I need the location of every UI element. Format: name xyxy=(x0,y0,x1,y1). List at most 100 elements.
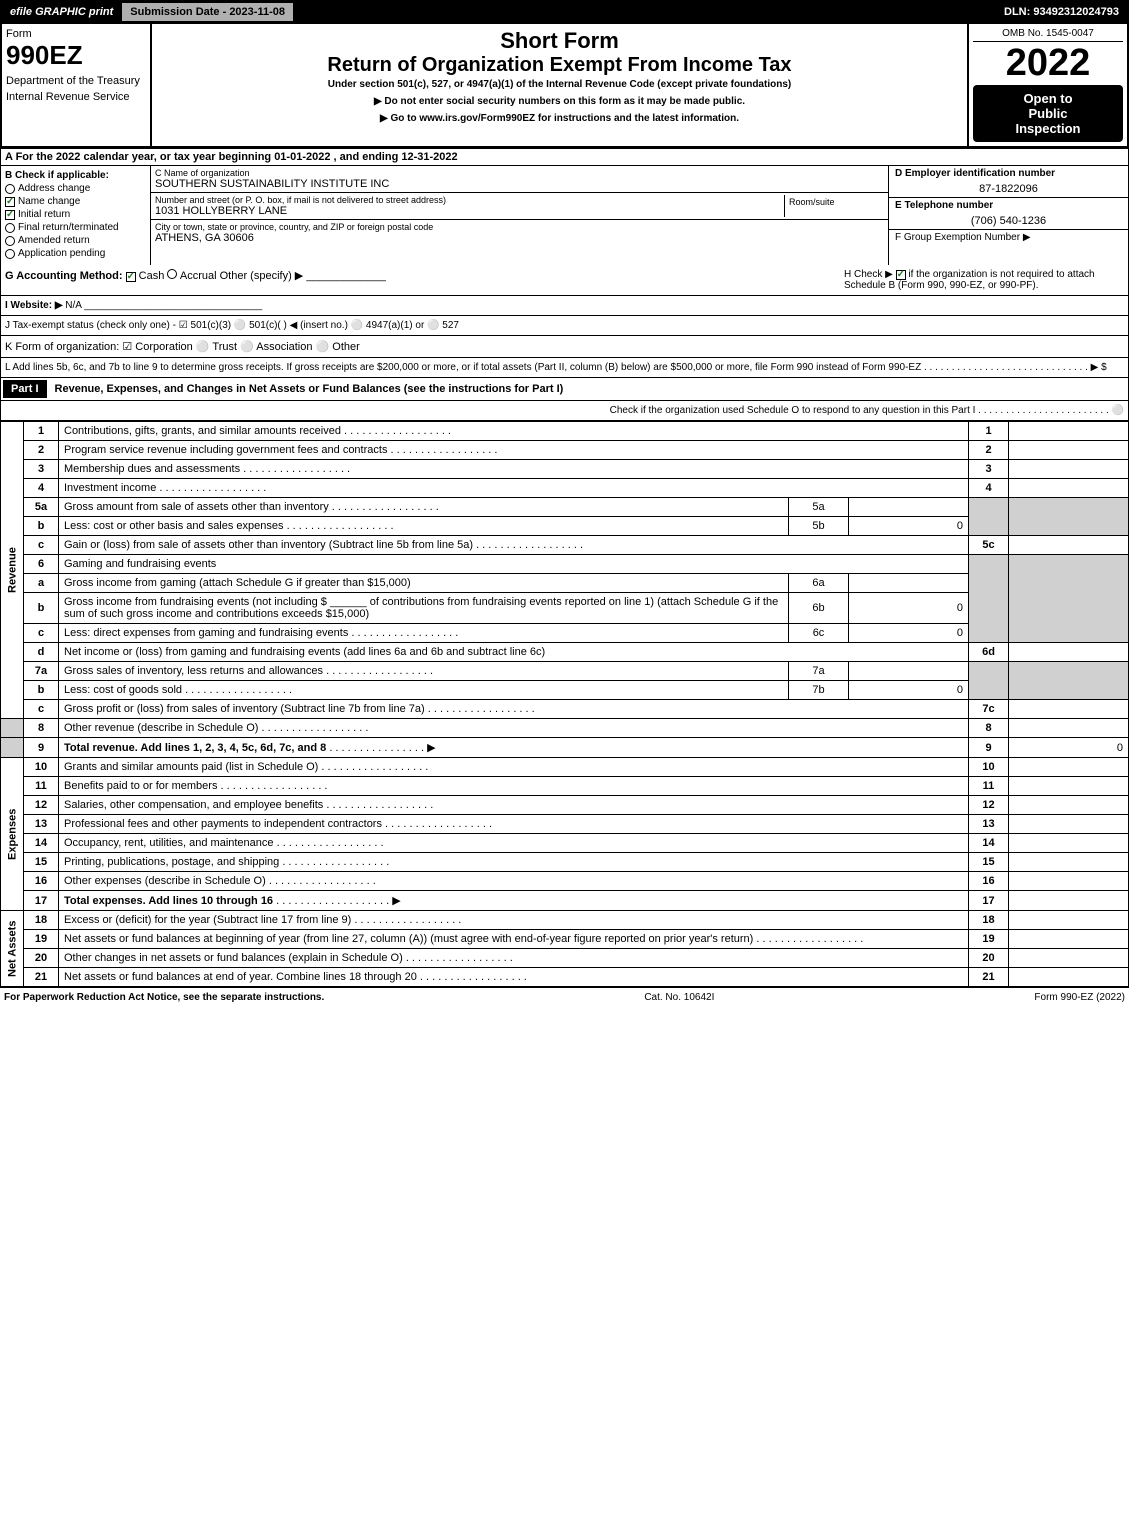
footer-left: For Paperwork Reduction Act Notice, see … xyxy=(4,992,324,1003)
footer-right: Form 990-EZ (2022) xyxy=(1034,992,1125,1003)
part-i-header: Part I Revenue, Expenses, and Changes in… xyxy=(0,378,1129,401)
line-7a: Gross sales of inventory, less returns a… xyxy=(59,662,789,681)
instr-ssn: ▶ Do not enter social security numbers o… xyxy=(156,96,963,107)
ein-label: D Employer identification number xyxy=(889,166,1128,181)
check-schedule-b[interactable] xyxy=(896,270,906,280)
room-suite-label: Room/suite xyxy=(784,195,884,217)
row-k: K Form of organization: ☑ Corporation ⚪ … xyxy=(0,336,1129,358)
label-address: Address change xyxy=(18,183,90,194)
check-address[interactable] xyxy=(5,184,15,194)
h-label: H Check ▶ xyxy=(844,269,893,280)
line-6c: Less: direct expenses from gaming and fu… xyxy=(59,624,789,643)
row-i: I Website: ▶ N/A _______________________… xyxy=(0,296,1129,316)
line-19: Net assets or fund balances at beginning… xyxy=(59,930,969,949)
accounting-label: G Accounting Method: xyxy=(5,270,123,282)
line-21: Net assets or fund balances at end of ye… xyxy=(59,968,969,987)
line-13: Professional fees and other payments to … xyxy=(59,815,969,834)
line-14: Occupancy, rent, utilities, and maintena… xyxy=(59,834,969,853)
netassets-vert-label: Net Assets xyxy=(1,911,24,987)
ein-value: 87-1822096 xyxy=(889,181,1128,198)
check-initial[interactable] xyxy=(5,210,15,220)
line-5a: Gross amount from sale of assets other t… xyxy=(59,498,789,517)
check-accrual[interactable] xyxy=(167,269,177,279)
line-16: Other expenses (describe in Schedule O) xyxy=(59,872,969,891)
line-5c: Gain or (loss) from sale of assets other… xyxy=(59,536,969,555)
check-pending[interactable] xyxy=(5,249,15,259)
section-a: A For the 2022 calendar year, or tax yea… xyxy=(0,148,1129,166)
org-city: ATHENS, GA 30606 xyxy=(155,232,884,244)
open-to-public: Open to Public Inspection xyxy=(973,85,1123,142)
submission-date: Submission Date - 2023-11-08 xyxy=(121,2,294,22)
addr-label: Number and street (or P. O. box, if mail… xyxy=(155,195,784,205)
line-2: Program service revenue including govern… xyxy=(59,441,969,460)
org-name: SOUTHERN SUSTAINABILITY INSTITUTE INC xyxy=(155,178,884,190)
check-cash[interactable] xyxy=(126,272,136,282)
section-d: D Employer identification number 87-1822… xyxy=(888,166,1128,265)
section-b: B Check if applicable: Address change Na… xyxy=(1,166,151,265)
revenue-vert-label: Revenue xyxy=(1,422,24,719)
revenue-table: Revenue 1Contributions, gifts, grants, a… xyxy=(0,421,1129,987)
line-7c: Gross profit or (loss) from sales of inv… xyxy=(59,700,969,719)
website-label: I Website: ▶ xyxy=(5,300,63,311)
label-initial: Initial return xyxy=(18,209,70,220)
top-bar: efile GRAPHIC print Submission Date - 20… xyxy=(0,0,1129,24)
info-grid: B Check if applicable: Address change Na… xyxy=(0,166,1129,265)
website-value: N/A xyxy=(65,300,81,311)
line-6d: Net income or (loss) from gaming and fun… xyxy=(59,643,969,662)
val-6b: 0 xyxy=(849,593,969,624)
line-17: Total expenses. Add lines 10 through 16 xyxy=(64,895,273,907)
form-label: Form xyxy=(6,28,146,40)
val-7b: 0 xyxy=(849,681,969,700)
phone-label: E Telephone number xyxy=(889,198,1128,213)
expenses-vert-label: Expenses xyxy=(1,758,24,911)
section-c: C Name of organization SOUTHERN SUSTAINA… xyxy=(151,166,888,265)
val-5b: 0 xyxy=(849,517,969,536)
section-b-label: B Check if applicable: xyxy=(5,170,146,181)
check-amended[interactable] xyxy=(5,236,15,246)
open-line2: Public xyxy=(979,106,1117,121)
label-accrual: Accrual xyxy=(180,270,217,282)
footer-center: Cat. No. 10642I xyxy=(644,992,714,1003)
check-final[interactable] xyxy=(5,223,15,233)
line-1: Contributions, gifts, grants, and simila… xyxy=(59,422,969,441)
line-6a: Gross income from gaming (attach Schedul… xyxy=(59,574,789,593)
label-name: Name change xyxy=(18,196,80,207)
dln-number: DLN: 93492312024793 xyxy=(996,3,1127,21)
instr-link[interactable]: ▶ Go to www.irs.gov/Form990EZ for instru… xyxy=(156,113,963,124)
city-label: City or town, state or province, country… xyxy=(155,222,884,232)
line-8: Other revenue (describe in Schedule O) xyxy=(59,719,969,738)
tax-year: 2022 xyxy=(973,42,1123,85)
line-6b-1: Gross income from fundraising events (no… xyxy=(64,596,327,608)
page-footer: For Paperwork Reduction Act Notice, see … xyxy=(0,987,1129,1007)
line-3: Membership dues and assessments xyxy=(59,460,969,479)
efile-print-label[interactable]: efile GRAPHIC print xyxy=(2,3,121,21)
return-title: Return of Organization Exempt From Incom… xyxy=(156,54,963,77)
line-12: Salaries, other compensation, and employ… xyxy=(59,796,969,815)
line-10: Grants and similar amounts paid (list in… xyxy=(59,758,969,777)
part-i-title: Revenue, Expenses, and Changes in Net As… xyxy=(47,383,564,395)
val-9: 0 xyxy=(1009,738,1129,758)
open-line1: Open to xyxy=(979,91,1117,106)
line-11: Benefits paid to or for members xyxy=(59,777,969,796)
label-final: Final return/terminated xyxy=(18,222,119,233)
check-name[interactable] xyxy=(5,197,15,207)
val-6c: 0 xyxy=(849,624,969,643)
phone-value: (706) 540-1236 xyxy=(889,213,1128,230)
form-number: 990EZ xyxy=(6,40,146,71)
dept-treasury: Department of the Treasury xyxy=(6,75,146,87)
row-j: J Tax-exempt status (check only one) - ☑… xyxy=(0,316,1129,336)
line-7b: Less: cost of goods sold xyxy=(59,681,789,700)
org-address: 1031 HOLLYBERRY LANE xyxy=(155,205,784,217)
label-amended: Amended return xyxy=(18,235,90,246)
open-line3: Inspection xyxy=(979,121,1117,136)
line-5b: Less: cost or other basis and sales expe… xyxy=(59,517,789,536)
line-15: Printing, publications, postage, and shi… xyxy=(59,853,969,872)
label-cash: Cash xyxy=(139,270,165,282)
form-header: Form 990EZ Department of the Treasury In… xyxy=(0,24,1129,148)
row-g-h: G Accounting Method: Cash Accrual Other … xyxy=(0,265,1129,296)
line-9: Total revenue. Add lines 1, 2, 3, 4, 5c,… xyxy=(64,742,326,754)
label-other: Other (specify) ▶ xyxy=(220,270,304,282)
under-section: Under section 501(c), 527, or 4947(a)(1)… xyxy=(156,79,963,90)
row-l: L Add lines 5b, 6c, and 7b to line 9 to … xyxy=(0,358,1129,378)
label-pending: Application pending xyxy=(18,248,105,259)
